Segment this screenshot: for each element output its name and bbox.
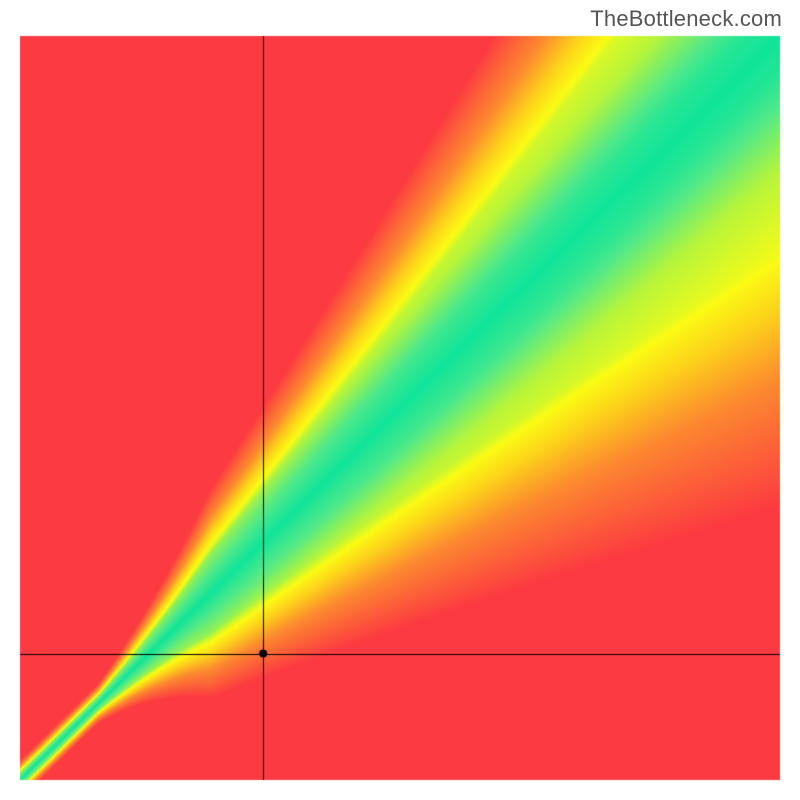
watermark-text: TheBottleneck.com [590,6,782,32]
bottleneck-heatmap-canvas [0,0,800,800]
chart-container: TheBottleneck.com [0,0,800,800]
